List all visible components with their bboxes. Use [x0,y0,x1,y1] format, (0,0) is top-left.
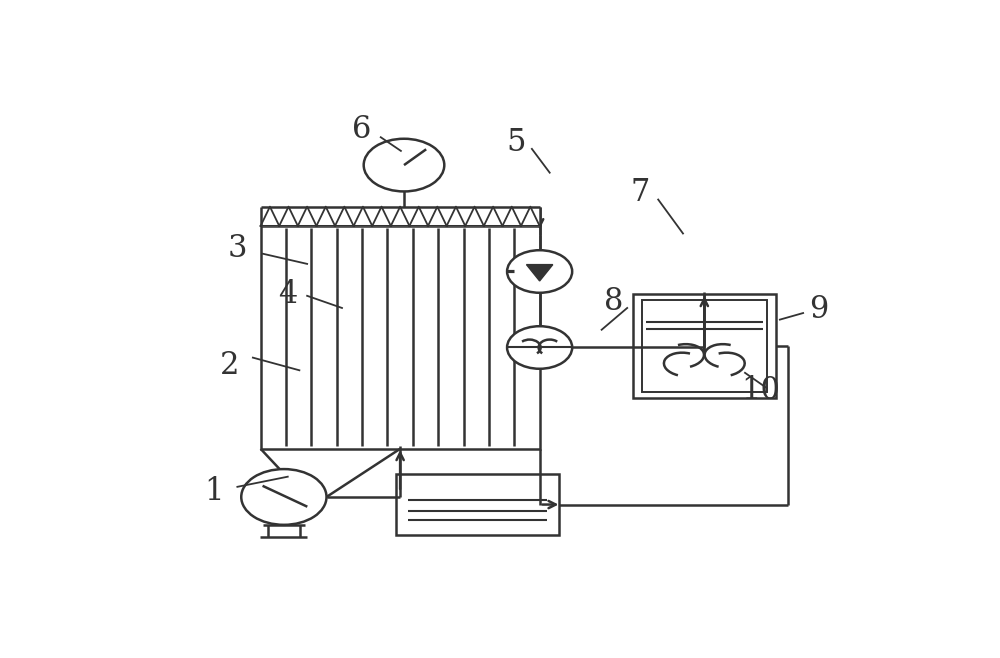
Polygon shape [502,207,521,226]
Polygon shape [409,207,428,226]
Polygon shape [447,207,465,226]
Circle shape [507,250,572,293]
Polygon shape [521,207,540,226]
Circle shape [507,326,572,368]
Polygon shape [391,207,409,226]
Text: 3: 3 [228,233,247,265]
Polygon shape [465,207,484,226]
Text: 1: 1 [204,476,224,507]
Circle shape [241,469,326,525]
Polygon shape [279,207,298,226]
Circle shape [364,139,444,191]
Text: 10: 10 [741,375,780,406]
Polygon shape [354,207,372,226]
Polygon shape [316,207,335,226]
Polygon shape [298,207,316,226]
Polygon shape [335,207,354,226]
Polygon shape [372,207,391,226]
Polygon shape [526,265,553,281]
Text: 5: 5 [507,127,526,158]
Text: 6: 6 [352,114,371,145]
Polygon shape [428,207,447,226]
Text: 9: 9 [809,294,828,325]
Bar [642,300,767,392]
Bar [261,207,540,226]
Polygon shape [484,207,502,226]
Text: 8: 8 [604,286,623,317]
Text: 7: 7 [631,178,650,209]
Text: 2: 2 [220,349,239,381]
Polygon shape [261,207,279,226]
Text: 4: 4 [278,279,297,310]
Bar [261,226,540,449]
Bar [633,294,776,398]
Bar [396,474,559,535]
